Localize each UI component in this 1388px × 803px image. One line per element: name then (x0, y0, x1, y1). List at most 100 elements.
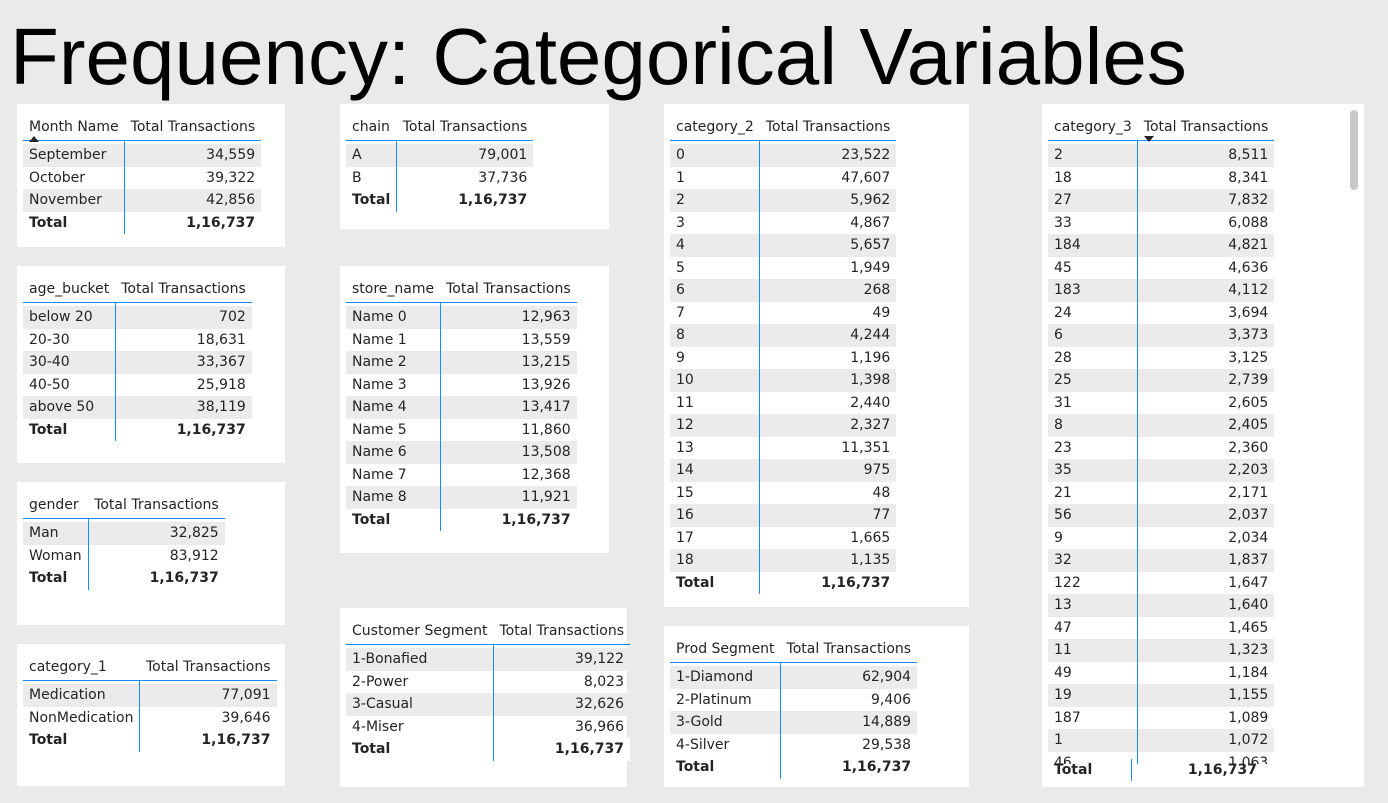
table-row[interactable]: 8 2,405 (1048, 414, 1275, 437)
table-row[interactable]: 15 48 (670, 481, 896, 504)
table-row[interactable]: September 34,559 (23, 144, 262, 167)
table-row[interactable]: 28 3,125 (1048, 346, 1274, 369)
table-row[interactable]: Name 4 13,417 (346, 396, 577, 419)
table-row[interactable]: 18 8,341 (1048, 166, 1274, 189)
table-row[interactable]: Name 6 13,508 (346, 441, 577, 464)
table-row[interactable]: 9 2,034 (1048, 526, 1274, 549)
table-row[interactable]: 7 49 (670, 301, 896, 324)
table-row[interactable]: Name 0 12,963 (346, 306, 577, 329)
table-row[interactable]: 23 2,360 (1048, 436, 1274, 459)
table-row[interactable]: 17 1,665 (670, 526, 896, 549)
table-row[interactable]: 10 1,398 (670, 369, 897, 392)
table-row[interactable]: 2 8,511 (1048, 144, 1275, 167)
table-row[interactable]: 187 1,089 (1048, 706, 1274, 729)
column-header-category[interactable]: age_bucket (29, 280, 110, 297)
table-row[interactable]: Medication 77,091 (23, 684, 277, 707)
column-header-total[interactable]: Total Transactions (130, 118, 256, 135)
table-row[interactable]: Woman 83,912 (23, 544, 225, 567)
table-row[interactable]: 19 1,155 (1048, 684, 1275, 707)
table-row[interactable]: 184 4,821 (1048, 234, 1275, 257)
table-row[interactable]: 21 2,171 (1048, 481, 1274, 504)
table-row[interactable]: Name 5 11,860 (346, 418, 577, 441)
table-row[interactable]: 49 1,184 (1048, 661, 1274, 684)
sort-descending-icon[interactable] (1143, 135, 1154, 142)
table-row[interactable]: 24 3,694 (1048, 301, 1274, 324)
table-row[interactable]: Name 8 11,921 (346, 486, 577, 509)
column-header-total[interactable]: Total Transactions (446, 280, 571, 297)
table-row[interactable]: 25 2,739 (1048, 369, 1275, 392)
column-header-total[interactable]: Total Transactions (94, 496, 219, 513)
table-row[interactable]: 3-Gold 14,889 (670, 711, 918, 734)
table-row[interactable]: Name 2 13,215 (346, 351, 577, 374)
table-row[interactable]: 1 1,072 (1048, 729, 1275, 752)
table-row[interactable]: 31 2,605 (1048, 391, 1274, 414)
column-header-total[interactable]: Total Transactions (786, 640, 912, 657)
table-row[interactable]: 27 7,832 (1048, 189, 1275, 212)
table-row[interactable]: 47 1,465 (1048, 616, 1274, 639)
column-header-category[interactable]: Month Name (23, 114, 125, 142)
table-row[interactable]: B 37,736 (346, 166, 533, 189)
column-header-total[interactable]: Total Transactions (121, 280, 246, 297)
table-row[interactable]: 14 975 (670, 459, 897, 482)
table-row[interactable]: 11 1,323 (1048, 639, 1275, 662)
table-row[interactable]: below 20 702 (23, 306, 252, 329)
table-row[interactable]: November 42,856 (23, 189, 262, 212)
table-row[interactable]: 40-50 25,918 (23, 373, 252, 396)
vertical-scrollbar[interactable] (1350, 110, 1358, 190)
category3-scroll-area[interactable]: category_3 Total Transactions 2 8,511 18 8,34… (1048, 114, 1348, 764)
column-header-total[interactable]: Total Transactions (402, 118, 528, 135)
table-row[interactable]: NonMedication 39,646 (23, 706, 277, 729)
column-header-category[interactable]: Customer Segment (352, 622, 488, 639)
table-row[interactable]: 56 2,037 (1048, 504, 1275, 527)
column-header-category[interactable]: category_1 (29, 658, 107, 675)
table-row[interactable]: Name 7 12,368 (346, 463, 577, 486)
table-row[interactable]: 0 23,522 (670, 144, 897, 167)
table-row[interactable]: Man 32,825 (23, 522, 225, 545)
column-header-category[interactable]: Prod Segment (676, 640, 775, 657)
table-row[interactable]: 6 268 (670, 279, 897, 302)
table-row[interactable]: 13 1,640 (1048, 594, 1275, 617)
table-row[interactable]: 8 4,244 (670, 324, 897, 347)
table-row[interactable]: 183 4,112 (1048, 279, 1275, 302)
table-row[interactable]: 30-40 33,367 (23, 351, 252, 374)
table-row[interactable]: 6 3,373 (1048, 324, 1275, 347)
table-row[interactable]: above 50 38,119 (23, 396, 252, 419)
table-row[interactable]: 122 1,647 (1048, 571, 1274, 594)
table-row[interactable]: 13 11,351 (670, 436, 896, 459)
table-row[interactable]: 35 2,203 (1048, 459, 1275, 482)
table-row[interactable]: Name 1 13,559 (346, 328, 577, 351)
table-row[interactable]: 4-Miser 36,966 (346, 715, 630, 738)
sort-ascending-icon[interactable] (29, 135, 39, 142)
table-row[interactable]: 3 4,867 (670, 211, 896, 234)
table-row[interactable]: 4-Silver 29,538 (670, 733, 917, 756)
table-row[interactable]: 2-Platinum 9,406 (670, 688, 917, 711)
table-row[interactable]: 2-Power 8,023 (346, 670, 630, 693)
column-header-total[interactable]: Total Transactions (765, 118, 891, 135)
table-row[interactable]: 33 6,088 (1048, 211, 1274, 234)
column-header-total[interactable]: Total Transactions (1138, 114, 1275, 142)
column-header-category[interactable]: store_name (352, 280, 435, 297)
table-row[interactable]: 1 47,607 (670, 166, 896, 189)
table-row[interactable]: 9 1,196 (670, 346, 896, 369)
table-row[interactable]: 12 2,327 (670, 414, 897, 437)
table-row[interactable]: Name 3 13,926 (346, 373, 577, 396)
table-row[interactable]: 18 1,135 (670, 549, 897, 572)
table-row[interactable]: 16 77 (670, 504, 897, 527)
table-row[interactable]: 5 1,949 (670, 256, 896, 279)
column-header-category[interactable]: category_3 (1054, 118, 1132, 135)
table-row[interactable]: 2 5,962 (670, 189, 897, 212)
column-header-total[interactable]: Total Transactions (145, 658, 271, 675)
column-header-total[interactable]: Total Transactions (499, 622, 624, 639)
table-row[interactable]: 20-30 18,631 (23, 328, 252, 351)
table-row[interactable]: 1-Diamond 62,904 (670, 666, 918, 689)
column-header-category[interactable]: category_2 (676, 118, 754, 135)
table-row[interactable]: 1-Bonafied 39,122 (346, 648, 630, 671)
table-row[interactable]: 4 5,657 (670, 234, 897, 257)
table-row[interactable]: 45 4,636 (1048, 256, 1274, 279)
table-row[interactable]: 32 1,837 (1048, 549, 1275, 572)
column-header-category[interactable]: chain (352, 118, 390, 135)
column-header-category[interactable]: gender (29, 496, 79, 513)
table-row[interactable]: 11 2,440 (670, 391, 896, 414)
table-row[interactable]: A 79,001 (346, 144, 534, 167)
table-row[interactable]: October 39,322 (23, 166, 261, 189)
